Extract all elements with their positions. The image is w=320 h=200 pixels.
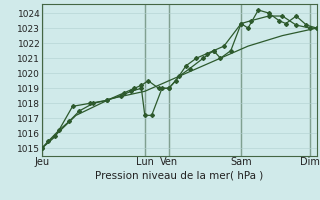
- X-axis label: Pression niveau de la mer( hPa ): Pression niveau de la mer( hPa ): [95, 170, 263, 180]
